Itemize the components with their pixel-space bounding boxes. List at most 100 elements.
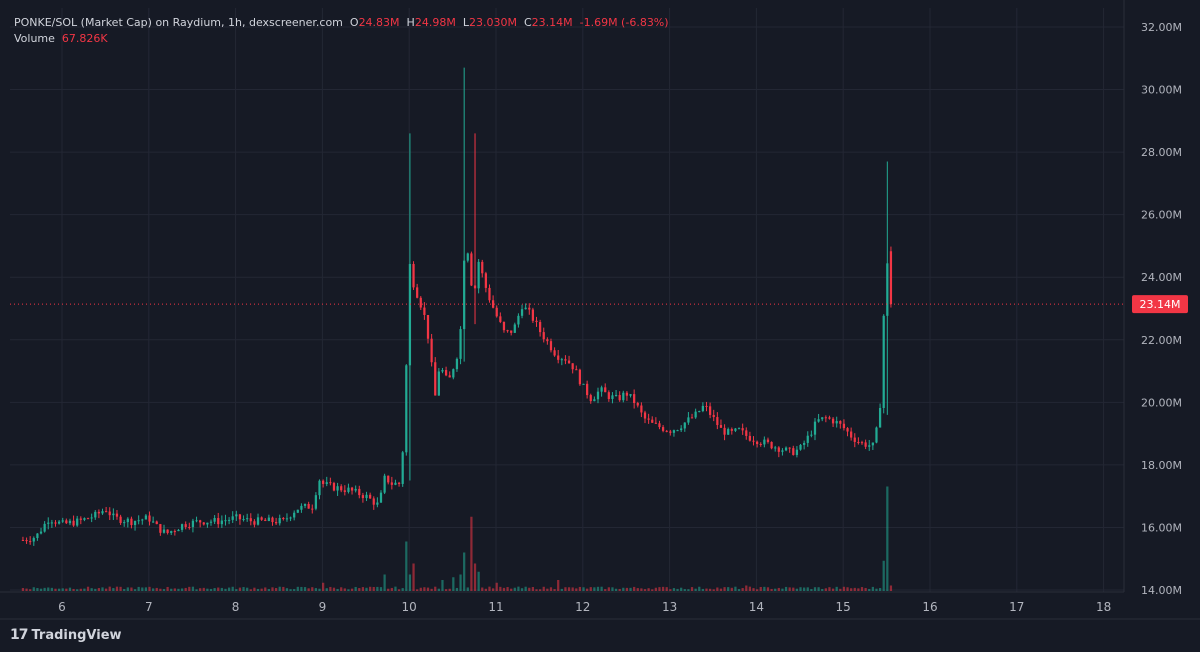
candle-body (481, 261, 484, 274)
candle-body (72, 520, 75, 526)
volume-bar (452, 577, 455, 591)
candle-body (126, 518, 129, 523)
volume-bar (774, 588, 777, 591)
volume-bar (654, 587, 657, 591)
tradingview-logo[interactable]: 17 TradingView (10, 627, 122, 643)
candle-body (29, 541, 32, 543)
volume-bar (238, 587, 242, 591)
candle-body (799, 444, 802, 450)
candle-body (97, 511, 101, 514)
volume-bar (799, 587, 802, 591)
candle-body (202, 522, 205, 525)
candle-body (723, 427, 726, 435)
candle-body (766, 439, 770, 442)
volume-bar (412, 563, 415, 591)
candle-body (199, 520, 202, 523)
symbol-title: PONKE/SOL (Market Cap) on Raydium, 1h, d… (14, 16, 343, 29)
volume-bar (274, 587, 278, 591)
volume-bar (155, 587, 158, 591)
volume-bar (604, 589, 607, 591)
volume-bar (528, 587, 531, 591)
candle-body (586, 383, 589, 396)
candle-body (853, 437, 856, 442)
volume-bar (640, 588, 643, 591)
volume-bar (419, 587, 422, 591)
candle-body (727, 429, 730, 435)
candle-body (423, 307, 426, 315)
close-value: 23.14M (531, 16, 573, 29)
candle-body (470, 253, 473, 286)
volume-bar (231, 586, 234, 591)
volume-bar (300, 586, 303, 591)
volume-value: 67.826K (61, 32, 108, 45)
volume-bar (680, 587, 683, 591)
candle-body (408, 263, 412, 366)
candle-body (473, 285, 477, 289)
volume-bar (437, 588, 440, 591)
candle-body (886, 263, 889, 316)
candle-body (285, 518, 289, 520)
volume-bar (329, 586, 332, 591)
candle-body (90, 517, 93, 519)
volume-bar (491, 588, 495, 591)
volume-bar (405, 541, 408, 591)
x-tick-label: 12 (575, 600, 590, 614)
candle-body (539, 322, 542, 333)
y-tick-label: 24.00M (1141, 271, 1182, 284)
volume-bar (361, 587, 365, 591)
y-tick-label: 28.00M (1141, 146, 1182, 159)
volume-bar (868, 588, 871, 591)
volume-bar (766, 587, 770, 591)
candle-body (759, 444, 762, 446)
candle-body (680, 428, 683, 431)
candle-body (86, 518, 90, 520)
volume-bar (162, 589, 166, 591)
candle-body (889, 251, 893, 305)
candle-body (329, 482, 332, 484)
volume-bar (144, 587, 148, 591)
volume-bar (101, 587, 104, 591)
volume-bar (614, 588, 618, 591)
candle-body (774, 447, 777, 449)
volume-bar (177, 588, 180, 591)
volume-bar (618, 588, 621, 591)
candle-body (43, 523, 46, 532)
candle-body (256, 517, 260, 525)
volume-bar (488, 586, 491, 591)
candle-body (589, 395, 592, 402)
volume-bar (83, 588, 86, 591)
volume-bar (249, 589, 252, 591)
volume-bar (531, 587, 535, 591)
candle-body (350, 487, 354, 491)
candle-body (661, 427, 665, 431)
candle-body (130, 518, 133, 526)
volume-bar (593, 587, 596, 591)
volume-bar (777, 587, 780, 591)
volume-bar (586, 588, 589, 591)
candle-body (600, 387, 603, 392)
candle-body (220, 520, 223, 525)
volume-bar (803, 587, 806, 591)
candle-body (32, 538, 35, 542)
high-value: 24.98M (414, 16, 456, 29)
candle-body (810, 434, 813, 436)
volume-bar (332, 587, 336, 591)
volume-bar (828, 587, 831, 591)
candle-body (517, 315, 520, 325)
volume-bar (463, 552, 466, 591)
volume-bar (32, 587, 35, 591)
candle-body (705, 405, 708, 407)
open-label: O (349, 16, 359, 29)
candle-body (737, 428, 741, 430)
volume-bar (126, 587, 129, 591)
volume-bar (564, 587, 567, 591)
candle-body (868, 445, 871, 447)
volume-bar (21, 588, 25, 591)
volume-bar (130, 587, 133, 591)
candle-body (119, 516, 122, 523)
volume-bar (112, 588, 115, 591)
volume-bar (336, 588, 339, 591)
candle-body (676, 430, 679, 432)
candle-body (817, 419, 820, 422)
